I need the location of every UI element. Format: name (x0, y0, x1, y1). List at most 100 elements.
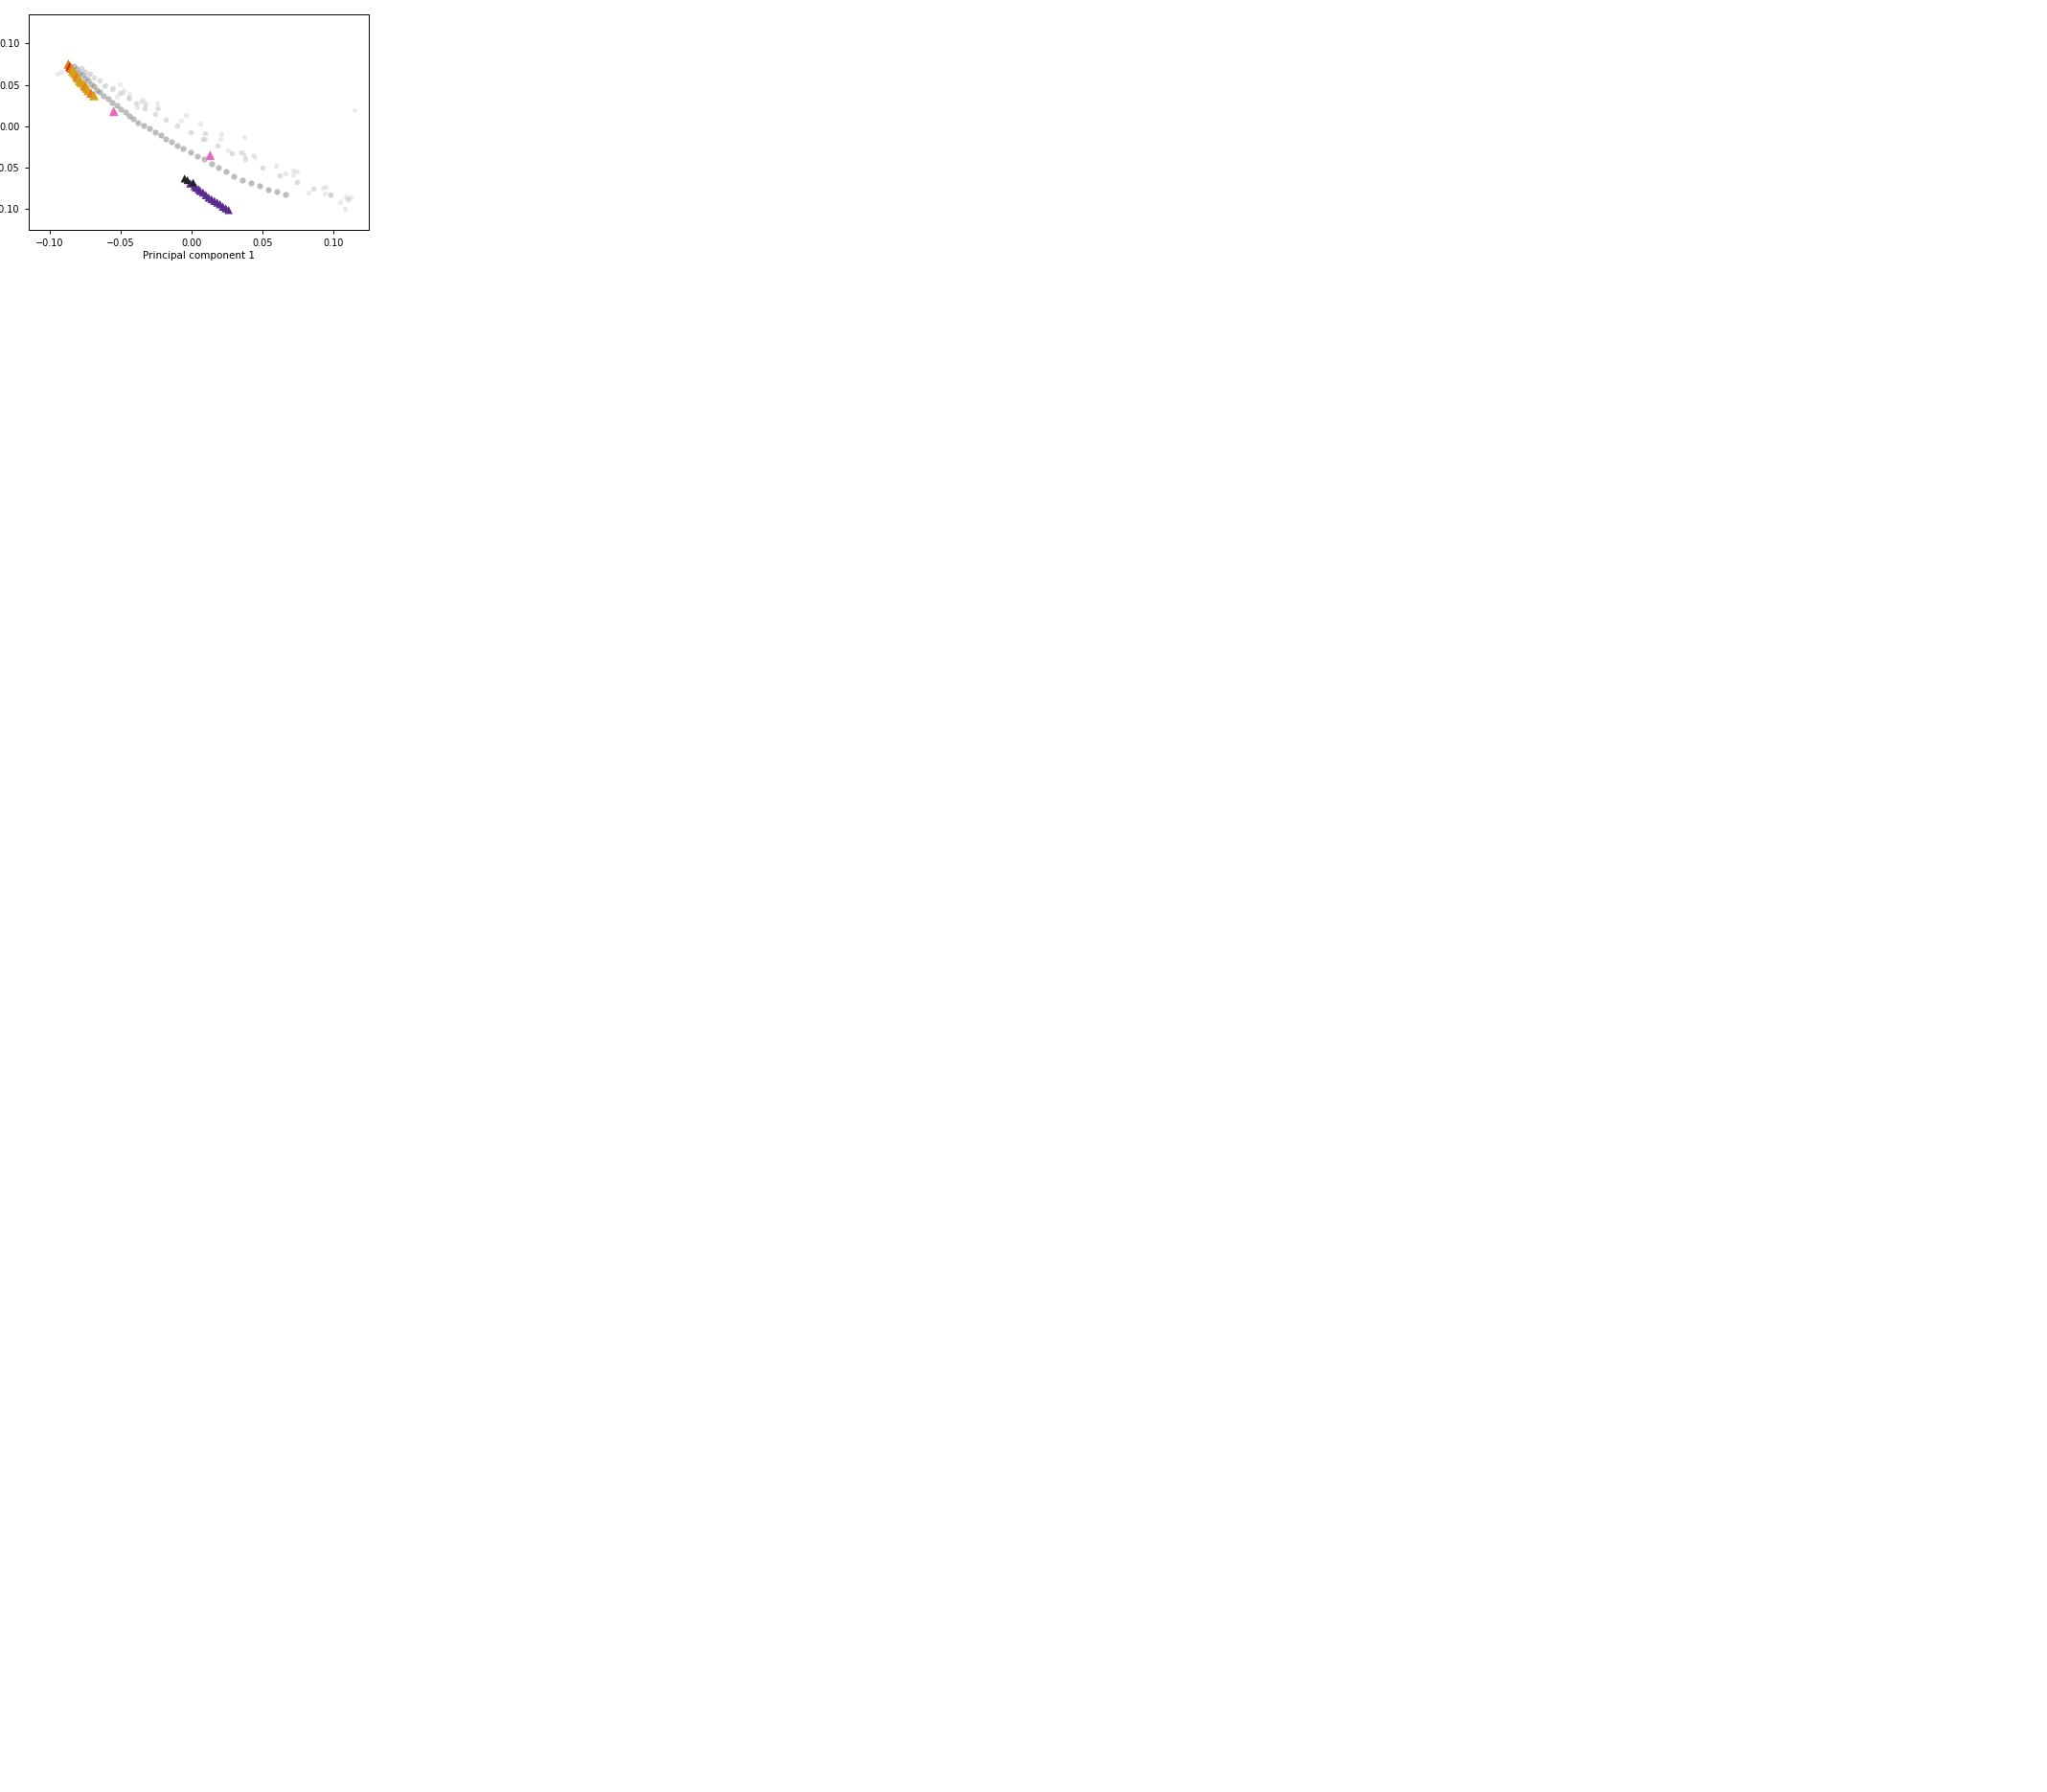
Point (188, 125, 221, 154)
Point (104, 95, 137, 124)
Point (57, 52, 90, 81)
Point (174, 118, 207, 147)
Point (235, 168, 268, 197)
Point (78, 72, 111, 100)
Point (172, 167, 205, 195)
Point (215, 138, 248, 167)
Point (190, 118, 223, 147)
Point (194, 185, 227, 213)
Point (186, 124, 219, 152)
Point (244, 172, 276, 201)
Point (100, 82, 133, 111)
Point (117, 104, 149, 133)
Point (174, 168, 207, 197)
Point (113, 100, 145, 129)
Point (61, 63, 94, 91)
Point (139, 118, 172, 147)
Point (246, 154, 278, 183)
Point (188, 118, 221, 147)
Point (53, 52, 86, 81)
Point (96, 88, 129, 116)
Point (207, 192, 239, 220)
Point (61, 65, 94, 93)
Point (92, 84, 125, 113)
Point (188, 145, 221, 174)
Point (70, 73, 102, 102)
Point (309, 172, 342, 201)
Point (194, 149, 227, 177)
Point (129, 88, 162, 116)
Point (70, 57, 102, 86)
Point (63, 66, 96, 95)
Point (166, 134, 199, 163)
Point (84, 77, 117, 106)
Point (268, 179, 301, 208)
Point (162, 131, 194, 159)
Point (66, 68, 98, 97)
Point (61, 56, 94, 84)
Point (264, 161, 297, 190)
Point (127, 111, 160, 140)
Point (66, 61, 98, 90)
Point (270, 159, 303, 188)
Point (237, 140, 270, 168)
Point (227, 124, 260, 152)
Point (180, 142, 213, 170)
Point (88, 70, 121, 99)
Point (74, 70, 106, 99)
Point (141, 93, 174, 122)
Point (70, 65, 102, 93)
Point (149, 124, 182, 152)
Point (80, 75, 113, 104)
Point (59, 59, 92, 88)
Point (334, 183, 366, 211)
Point (276, 156, 309, 185)
Point (156, 127, 188, 156)
Point (41, 59, 74, 88)
Point (192, 183, 225, 211)
Point (174, 138, 207, 167)
Point (104, 70, 137, 99)
Point (217, 161, 250, 190)
Point (72, 77, 104, 106)
Point (297, 174, 330, 202)
Point (164, 108, 197, 136)
Point (313, 181, 346, 210)
Point (106, 79, 139, 108)
Point (68, 70, 100, 99)
Point (96, 73, 129, 102)
Point (190, 181, 223, 210)
Point (205, 124, 237, 152)
Point (330, 183, 362, 211)
Point (186, 177, 219, 206)
Point (170, 100, 203, 129)
Point (213, 136, 246, 165)
Point (229, 145, 262, 174)
X-axis label: Principal component 1: Principal component 1 (143, 251, 254, 260)
Point (102, 79, 135, 108)
Point (139, 100, 172, 129)
Point (113, 79, 145, 108)
Point (74, 79, 106, 108)
Point (113, 84, 145, 113)
Point (225, 138, 258, 167)
Point (63, 57, 96, 86)
Point (309, 179, 342, 208)
Point (129, 93, 162, 122)
Point (96, 75, 129, 104)
Point (72, 66, 104, 95)
Point (78, 81, 111, 109)
Point (323, 188, 356, 217)
Point (260, 177, 293, 206)
Point (121, 90, 154, 118)
Point (199, 186, 231, 215)
Point (45, 57, 78, 86)
Point (162, 111, 194, 140)
Point (332, 185, 364, 213)
Point (84, 66, 117, 95)
Point (313, 179, 346, 208)
Point (66, 54, 98, 82)
Point (184, 109, 217, 138)
Point (280, 167, 313, 195)
Point (141, 93, 174, 122)
